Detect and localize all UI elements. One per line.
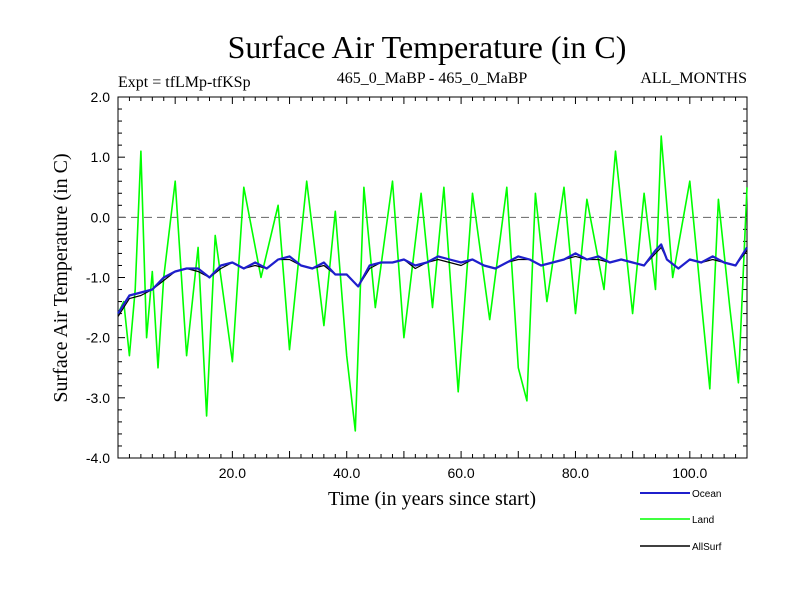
y-tick-label: -2.0 [86,330,110,346]
y-tick-label: 1.0 [91,149,111,165]
series-layer [117,135,748,432]
series-line-ocean [117,243,748,315]
y-tick-label: -4.0 [86,450,110,466]
y-tick-label: -3.0 [86,390,110,406]
series-line-land [117,135,748,432]
y-tick-label: 0.0 [91,209,111,225]
legend-label-ocean: Ocean [692,489,721,500]
y-tick-label: -1.0 [86,270,110,286]
x-tick-label: 100.0 [672,465,707,481]
legend: Ocean Land AllSurf [640,489,722,553]
x-tick-label: 80.0 [562,465,589,481]
legend-label-land: Land [692,515,714,526]
plot-frame [117,96,748,459]
series-line-allsurf [117,246,748,317]
x-tick-label: 40.0 [333,465,360,481]
x-axis-label: Time (in years since start) [328,488,536,510]
subtitle-center: 465_0_MaBP - 465_0_MaBP [337,70,528,87]
y-axis-label: Surface Air Temperature (in C) [50,153,72,402]
x-tick-label: 20.0 [219,465,246,481]
chart-title: Surface Air Temperature (in C) [228,29,627,65]
y-tick-label: 2.0 [91,89,111,105]
subtitle-left: Expt = tfLMp-tfKSp [118,74,251,91]
legend-label-allsurf: AllSurf [692,542,722,553]
subtitle-right: ALL_MONTHS [640,70,747,87]
y-axis: -4.0 -3.0 -2.0 -1.0 0.0 1.0 2.0 [86,89,747,466]
x-tick-label: 60.0 [447,465,474,481]
x-axis: 20.0 40.0 60.0 80.0 100.0 [128,97,737,481]
